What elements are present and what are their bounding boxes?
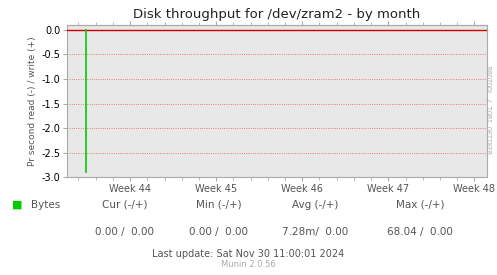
Text: Last update: Sat Nov 30 11:00:01 2024: Last update: Sat Nov 30 11:00:01 2024: [153, 249, 344, 259]
Text: Max (-/+): Max (-/+): [396, 200, 444, 210]
Text: 68.04 /  0.00: 68.04 / 0.00: [387, 227, 453, 237]
Text: 7.28m/  0.00: 7.28m/ 0.00: [282, 227, 349, 237]
Text: RRDTOOL / TOBI OETIKER: RRDTOOL / TOBI OETIKER: [485, 66, 491, 154]
Title: Disk throughput for /dev/zram2 - by month: Disk throughput for /dev/zram2 - by mont…: [134, 8, 420, 21]
Text: 0.00 /  0.00: 0.00 / 0.00: [95, 227, 154, 237]
Text: Munin 2.0.56: Munin 2.0.56: [221, 260, 276, 269]
Text: ■: ■: [12, 200, 23, 210]
Text: Bytes: Bytes: [31, 200, 60, 210]
Text: Min (-/+): Min (-/+): [196, 200, 242, 210]
Text: 0.00 /  0.00: 0.00 / 0.00: [189, 227, 248, 237]
Text: Cur (-/+): Cur (-/+): [101, 200, 147, 210]
Text: Avg (-/+): Avg (-/+): [292, 200, 339, 210]
Y-axis label: Pr second read (-) / write (+): Pr second read (-) / write (+): [28, 36, 37, 166]
